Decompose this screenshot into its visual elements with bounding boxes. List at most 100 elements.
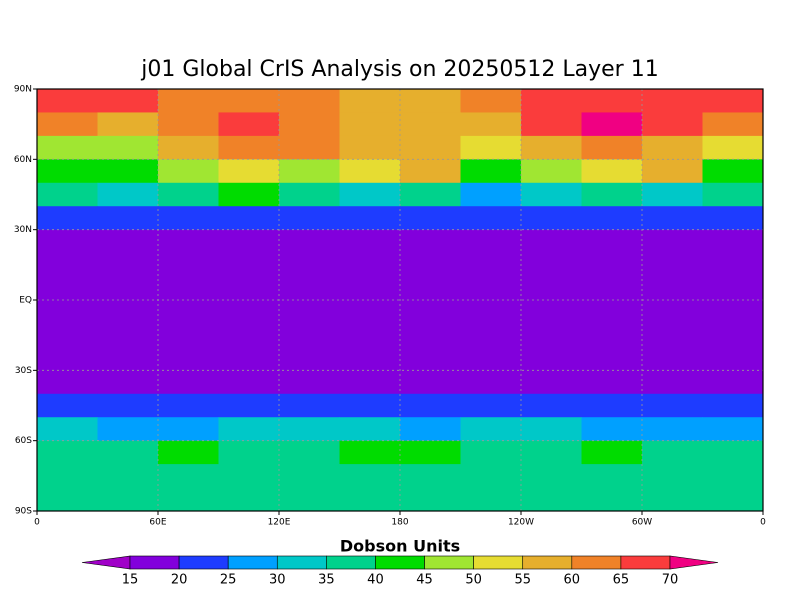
- map-title: j01 Global CrIS Analysis on 20250512 Lay…: [140, 57, 658, 82]
- field-cell: [702, 323, 764, 348]
- field-cell: [702, 182, 764, 207]
- field-cell: [37, 89, 98, 113]
- field-cell: [521, 440, 582, 465]
- field-cell: [339, 346, 401, 371]
- field-cell: [460, 206, 522, 231]
- field-cell: [581, 276, 643, 301]
- field-cell: [521, 159, 582, 184]
- x-tick-label: 60E: [149, 518, 166, 528]
- field-cell: [218, 206, 280, 231]
- x-tick-label: 0: [760, 518, 766, 528]
- x-tick-label: 120W: [508, 518, 534, 528]
- field-cell: [702, 89, 764, 113]
- field-cell: [279, 417, 340, 442]
- colorbar-box: [227, 555, 278, 570]
- field-cell: [521, 112, 582, 137]
- field-cell: [460, 440, 522, 465]
- field-cell: [400, 464, 461, 489]
- field-cell: [339, 323, 401, 348]
- field-cell: [37, 370, 98, 395]
- field-cell: [581, 487, 643, 512]
- field-cell: [460, 370, 522, 395]
- colorbar-high: [669, 555, 719, 570]
- colorbar-label: 20: [171, 573, 188, 588]
- y-tick-label: 90S: [15, 507, 32, 517]
- field-cell: [158, 417, 219, 442]
- colorbar-low: [81, 555, 131, 570]
- field-cell: [581, 112, 643, 137]
- field-cell: [521, 276, 582, 301]
- field-cell: [37, 393, 98, 418]
- field-cell: [97, 135, 159, 160]
- field-cell: [521, 300, 582, 324]
- field-cell: [460, 346, 522, 371]
- field-cell: [400, 300, 461, 324]
- y-tick-label: 30N: [14, 225, 32, 235]
- field-cell: [642, 159, 703, 184]
- field-cell: [702, 206, 764, 231]
- field-cell: [158, 253, 219, 278]
- colorbar-label: 40: [367, 573, 384, 588]
- field-cell: [37, 135, 98, 160]
- field-cell: [400, 159, 461, 184]
- field-cell: [279, 323, 340, 348]
- field-cell: [97, 323, 159, 348]
- colorbar-box: [178, 555, 229, 570]
- field-cell: [158, 206, 219, 231]
- field-cell: [400, 393, 461, 418]
- field-cell: [37, 206, 98, 231]
- y-tick-label: 90N: [14, 85, 32, 95]
- field-cell: [400, 370, 461, 395]
- field-cell: [581, 182, 643, 207]
- field-cell: [279, 253, 340, 278]
- field-cell: [702, 253, 764, 278]
- field-cell: [521, 89, 582, 113]
- field-cell: [702, 229, 764, 254]
- field-cell: [279, 464, 340, 489]
- field-cell: [702, 159, 764, 184]
- field-cell: [460, 393, 522, 418]
- field-cell: [702, 487, 764, 512]
- field-cell: [218, 276, 280, 301]
- colorbar-title: Dobson Units: [340, 537, 460, 556]
- field-cell: [400, 89, 461, 113]
- y-tick-label: 60S: [15, 436, 32, 446]
- field-cell: [521, 346, 582, 371]
- colorbar-box: [375, 555, 425, 570]
- field-cell: [37, 300, 98, 324]
- field-cell: [642, 112, 703, 137]
- field-cell: [581, 417, 643, 442]
- field-cell: [158, 346, 219, 371]
- field-cell: [279, 112, 340, 137]
- field-cell: [279, 206, 340, 231]
- field-cell: [339, 440, 401, 465]
- colorbar-label: 25: [220, 573, 237, 588]
- field: [37, 89, 764, 512]
- field-cell: [158, 487, 219, 512]
- field-cell: [37, 464, 98, 489]
- field-cell: [37, 487, 98, 512]
- field-cell: [521, 393, 582, 418]
- field-cell: [218, 89, 280, 113]
- field-cell: [97, 89, 159, 113]
- field-cell: [279, 487, 340, 512]
- field-cell: [642, 206, 703, 231]
- field-cell: [460, 89, 522, 113]
- field-cell: [339, 253, 401, 278]
- field-cell: [158, 182, 219, 207]
- field-cell: [37, 229, 98, 254]
- field-cell: [218, 440, 280, 465]
- field-cell: [37, 440, 98, 465]
- field-cell: [97, 417, 159, 442]
- field-cell: [339, 370, 401, 395]
- field-cell: [37, 112, 98, 137]
- colorbar-label: 65: [613, 573, 630, 588]
- field-cell: [158, 276, 219, 301]
- field-cell: [97, 253, 159, 278]
- field-cell: [97, 487, 159, 512]
- field-cell: [218, 393, 280, 418]
- field-cell: [460, 159, 522, 184]
- field-cell: [642, 370, 703, 395]
- field-cell: [702, 370, 764, 395]
